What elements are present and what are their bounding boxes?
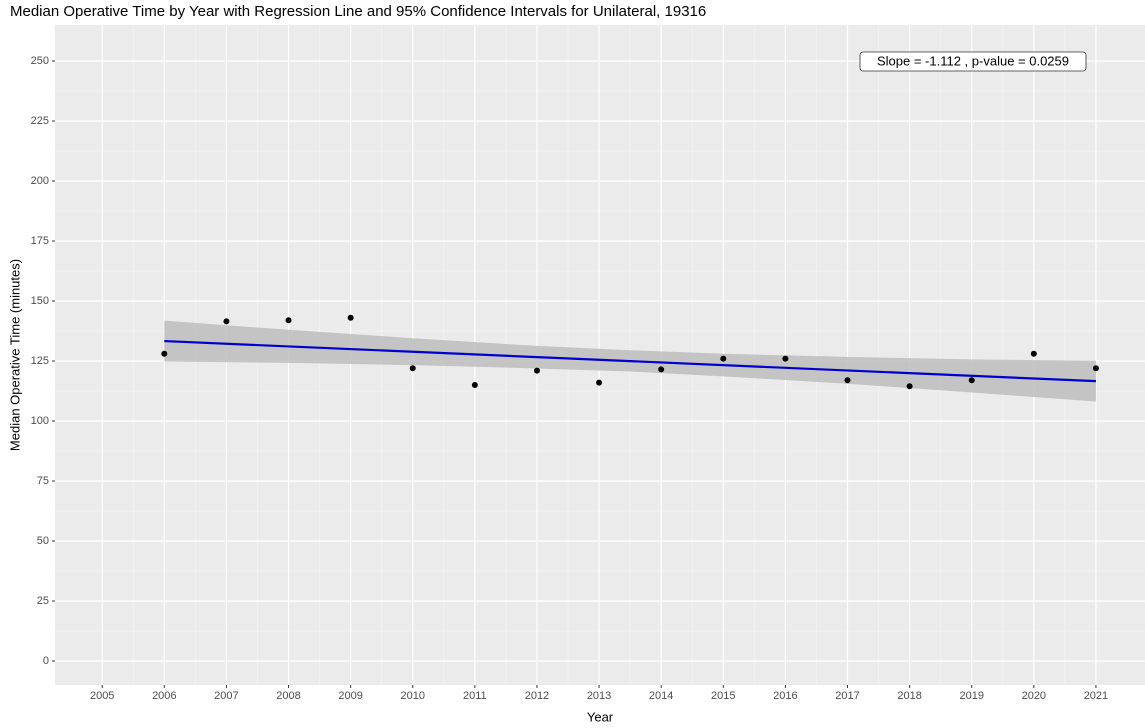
regression-line: [164, 339, 1096, 383]
y-tick-label: 150: [31, 295, 49, 307]
y-tick-label: 250: [31, 55, 49, 67]
point: [533, 367, 540, 374]
y-tick-label: 75: [37, 475, 49, 487]
x-tick-label: 2005: [90, 690, 114, 702]
x-tick-label: 2018: [897, 690, 921, 702]
x-tick-label: 2008: [276, 690, 300, 702]
point: [968, 377, 975, 384]
point: [906, 383, 913, 390]
x-axis-label: Year: [587, 709, 614, 724]
y-tick-label: 175: [31, 235, 49, 247]
x-tick-label: 2015: [711, 690, 735, 702]
point: [596, 379, 603, 386]
point: [658, 366, 665, 373]
x-tick-label: 2011: [463, 690, 487, 702]
point: [1030, 350, 1037, 357]
x-tick-label: 2007: [214, 690, 238, 702]
point: [409, 365, 416, 372]
point: [782, 355, 789, 362]
point: [223, 318, 230, 325]
point: [161, 350, 168, 357]
point: [471, 382, 478, 388]
x-tick-label: 2010: [401, 690, 425, 702]
x-tick-label: 2014: [649, 690, 673, 702]
y-tick-label: 200: [31, 175, 49, 187]
point: [720, 355, 727, 362]
point: [347, 314, 354, 321]
x-tick-label: 2020: [1022, 690, 1046, 702]
x-tick-label: 2016: [773, 690, 797, 702]
y-tick-label: 225: [31, 115, 49, 127]
point: [285, 317, 292, 324]
y-axis-label: Median Operative Time (minutes): [7, 259, 22, 451]
annotation-box: [859, 51, 1087, 72]
x-tick-label: 2013: [587, 690, 611, 702]
x-tick-label: 2012: [525, 690, 549, 702]
y-tick-label: 0: [43, 655, 49, 667]
y-tick-label: 100: [31, 415, 49, 427]
point: [844, 377, 851, 384]
annotation: Slope = -1.112 , p-value = 0.0259: [877, 53, 1069, 68]
x-tick-label: 2006: [152, 690, 176, 702]
chart-title: Median Operative Time by Year with Regre…: [10, 3, 706, 20]
y-tick-label: 125: [31, 355, 49, 367]
y-tick-label: 50: [37, 535, 49, 547]
point: [1092, 365, 1099, 372]
y-tick-label: 25: [37, 595, 49, 607]
x-tick-label: 2021: [1084, 690, 1108, 702]
x-tick-label: 2019: [959, 690, 983, 702]
x-tick-label: 2009: [338, 690, 362, 702]
x-tick-label: 2017: [835, 690, 859, 702]
